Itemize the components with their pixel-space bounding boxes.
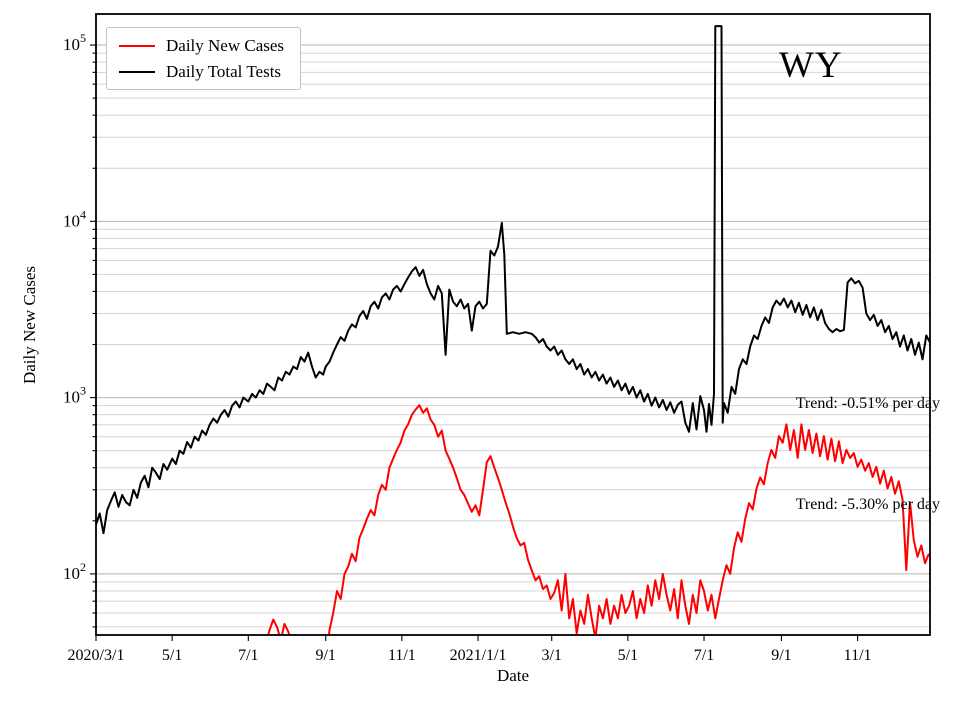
svg-text:5/1: 5/1 <box>618 647 638 664</box>
svg-text:3/1: 3/1 <box>541 647 561 664</box>
svg-text:7/1: 7/1 <box>694 647 714 664</box>
trend-annotation-tests: Trend: -0.51% per day <box>795 395 940 412</box>
svg-text:5/1: 5/1 <box>162 647 182 664</box>
legend: Daily New Cases Daily Total Tests <box>106 27 302 90</box>
svg-text:102: 102 <box>63 560 86 583</box>
legend-label-daily-new-cases: Daily New Cases <box>166 36 285 55</box>
svg-text:9/1: 9/1 <box>771 647 791 664</box>
svg-text:103: 103 <box>63 384 86 407</box>
svg-text:104: 104 <box>63 207 86 230</box>
x-axis-label: Date <box>496 666 530 685</box>
legend-item-daily-new-cases: Daily New Cases <box>119 37 284 54</box>
svg-text:2021/1/1: 2021/1/1 <box>450 647 507 664</box>
y-axis-label: Daily New Cases <box>20 265 39 385</box>
svg-text:9/1: 9/1 <box>315 647 335 664</box>
red-line-swatch <box>119 44 155 47</box>
legend-label-daily-total-tests: Daily Total Tests <box>166 62 282 81</box>
legend-item-daily-total-tests: Daily Total Tests <box>119 63 284 80</box>
svg-text:11/1: 11/1 <box>844 647 872 664</box>
svg-text:7/1: 7/1 <box>238 647 258 664</box>
svg-text:105: 105 <box>63 31 86 54</box>
state-label: WY <box>779 45 843 86</box>
black-line-swatch <box>119 70 155 73</box>
svg-text:11/1: 11/1 <box>388 647 416 664</box>
svg-text:2020/3/1: 2020/3/1 <box>68 647 125 664</box>
trend-annotation-cases: Trend: -5.30% per day <box>795 496 940 513</box>
